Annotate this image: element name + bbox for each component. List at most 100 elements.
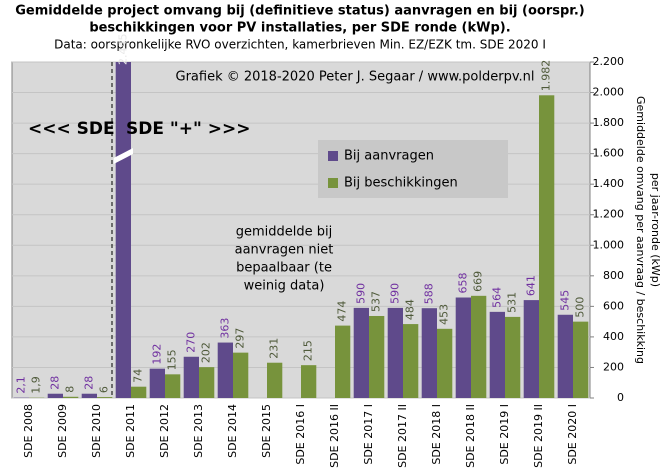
- data-label: 484: [404, 299, 417, 320]
- chart-title: beschikkingen voor PV installaties, per …: [89, 21, 510, 36]
- y-tick-label: 0: [617, 391, 624, 404]
- data-label: 545: [558, 290, 571, 311]
- legend-swatch: [328, 178, 338, 188]
- data-label: 2,1: [14, 376, 27, 394]
- chart-subtitle: Data: oorspronkelijke RVO overzichten, k…: [54, 38, 546, 52]
- bar: [505, 316, 521, 398]
- legend-label: Bij aanvragen: [344, 149, 434, 164]
- data-label: 658: [456, 273, 469, 294]
- y-tick-label: 2.200: [593, 55, 625, 68]
- annotation: bepaalbaar (te: [236, 261, 332, 276]
- x-tick-label: SDE 2018 II: [464, 404, 477, 468]
- y-tick-label: 400: [603, 330, 624, 343]
- x-tick-label: SDE 2019 I: [498, 404, 511, 465]
- y-tick-label: 1.200: [593, 208, 625, 221]
- data-label: 531: [506, 292, 519, 313]
- bar: [131, 386, 147, 398]
- data-label: 590: [354, 283, 367, 304]
- x-tick-label: SDE 2012: [158, 404, 171, 458]
- x-tick-label: SDE 2014: [226, 404, 239, 458]
- bar: [233, 352, 249, 398]
- legend-swatch: [328, 151, 338, 161]
- data-label: 1,9: [30, 376, 43, 394]
- annotation: SDE "+" >>>: [126, 119, 251, 139]
- legend-box: [318, 140, 508, 198]
- x-tick-label: SDE 2008: [22, 404, 35, 458]
- bar: [557, 314, 573, 398]
- x-tick-label: SDE 2010: [90, 404, 103, 458]
- bar: [471, 295, 487, 398]
- y-tick-label: 1.600: [593, 147, 625, 160]
- annotation: aanvragen niet: [235, 243, 334, 258]
- bar: [573, 321, 589, 398]
- annotation: weinig data): [244, 279, 325, 294]
- y-tick-label: 600: [603, 299, 624, 312]
- data-label: 270: [184, 332, 197, 353]
- x-tick-label: SDE 2016 II: [328, 404, 341, 468]
- bar: [63, 396, 79, 398]
- data-label: 474: [336, 301, 349, 322]
- y-axis-label: Gemiddelde omvang per aanvraag / beschik…: [634, 96, 647, 364]
- bar: [199, 367, 215, 398]
- data-label: 215: [302, 340, 315, 361]
- bar: [149, 368, 165, 398]
- bar: [539, 95, 555, 398]
- bar: [455, 297, 471, 398]
- data-label: 500: [574, 297, 587, 318]
- chart-title: Gemiddelde project omvang bij (definitie…: [15, 4, 584, 19]
- bar: [437, 328, 453, 398]
- y-tick-label: 1.800: [593, 116, 625, 129]
- annotation: <<< SDE: [28, 119, 115, 139]
- data-label: 641: [524, 275, 537, 296]
- bar: [183, 356, 199, 398]
- bar: [335, 325, 351, 398]
- y-tick-label: 2.000: [593, 86, 625, 99]
- bar: [47, 393, 63, 398]
- bar: [115, 62, 131, 398]
- data-label: 202: [200, 342, 213, 363]
- data-label: 564: [490, 287, 503, 308]
- y-axis-label: per jaar-ronde (kWp): [649, 173, 662, 287]
- data-label: 28: [82, 376, 95, 390]
- x-tick-label: SDE 2017 I: [362, 404, 375, 465]
- bar: [353, 307, 369, 398]
- data-label: 231: [268, 338, 281, 359]
- x-tick-label: SDE 2013: [192, 404, 205, 458]
- data-label: 28: [48, 376, 61, 390]
- legend-label: Bij beschikkingen: [344, 176, 458, 191]
- bar: [523, 300, 539, 398]
- data-label: 155: [166, 349, 179, 370]
- x-tick-label: SDE 2018 I: [430, 404, 443, 465]
- bar: [267, 362, 283, 398]
- credit: Grafiek © 2018-2020 Peter J. Segaar / ww…: [176, 70, 535, 85]
- axis-break: [113, 148, 133, 164]
- data-label: 590: [388, 283, 401, 304]
- x-tick-label: SDE 2011: [124, 404, 137, 458]
- x-tick-label: SDE 2019 II: [532, 404, 545, 468]
- x-tick-label: SDE 2009: [56, 404, 69, 458]
- data-label: 363: [218, 318, 231, 339]
- y-tick-label: 800: [603, 269, 624, 282]
- data-label: 453: [438, 304, 451, 325]
- x-tick-label: SDE 2016 I: [294, 404, 307, 465]
- data-label: 6: [98, 386, 111, 393]
- y-tick-label: 1.400: [593, 177, 625, 190]
- data-label: 74: [132, 369, 145, 383]
- data-label: 2.445: [116, 33, 129, 65]
- data-label: 192: [150, 344, 163, 365]
- bar: [421, 308, 437, 398]
- bar: [403, 324, 419, 398]
- y-tick-label: 1.000: [593, 238, 625, 251]
- x-tick-label: SDE 2017 II: [396, 404, 409, 468]
- bar: [489, 311, 505, 398]
- x-tick-label: SDE 2020 I: [566, 404, 579, 465]
- bar: [97, 397, 113, 398]
- data-label: 669: [472, 271, 485, 292]
- bar: [165, 374, 181, 398]
- annotation: gemiddelde bij: [236, 225, 333, 240]
- bar: [301, 365, 317, 398]
- data-label: 297: [234, 328, 247, 349]
- bar: [369, 315, 385, 398]
- x-tick-label: SDE 2015: [260, 404, 273, 458]
